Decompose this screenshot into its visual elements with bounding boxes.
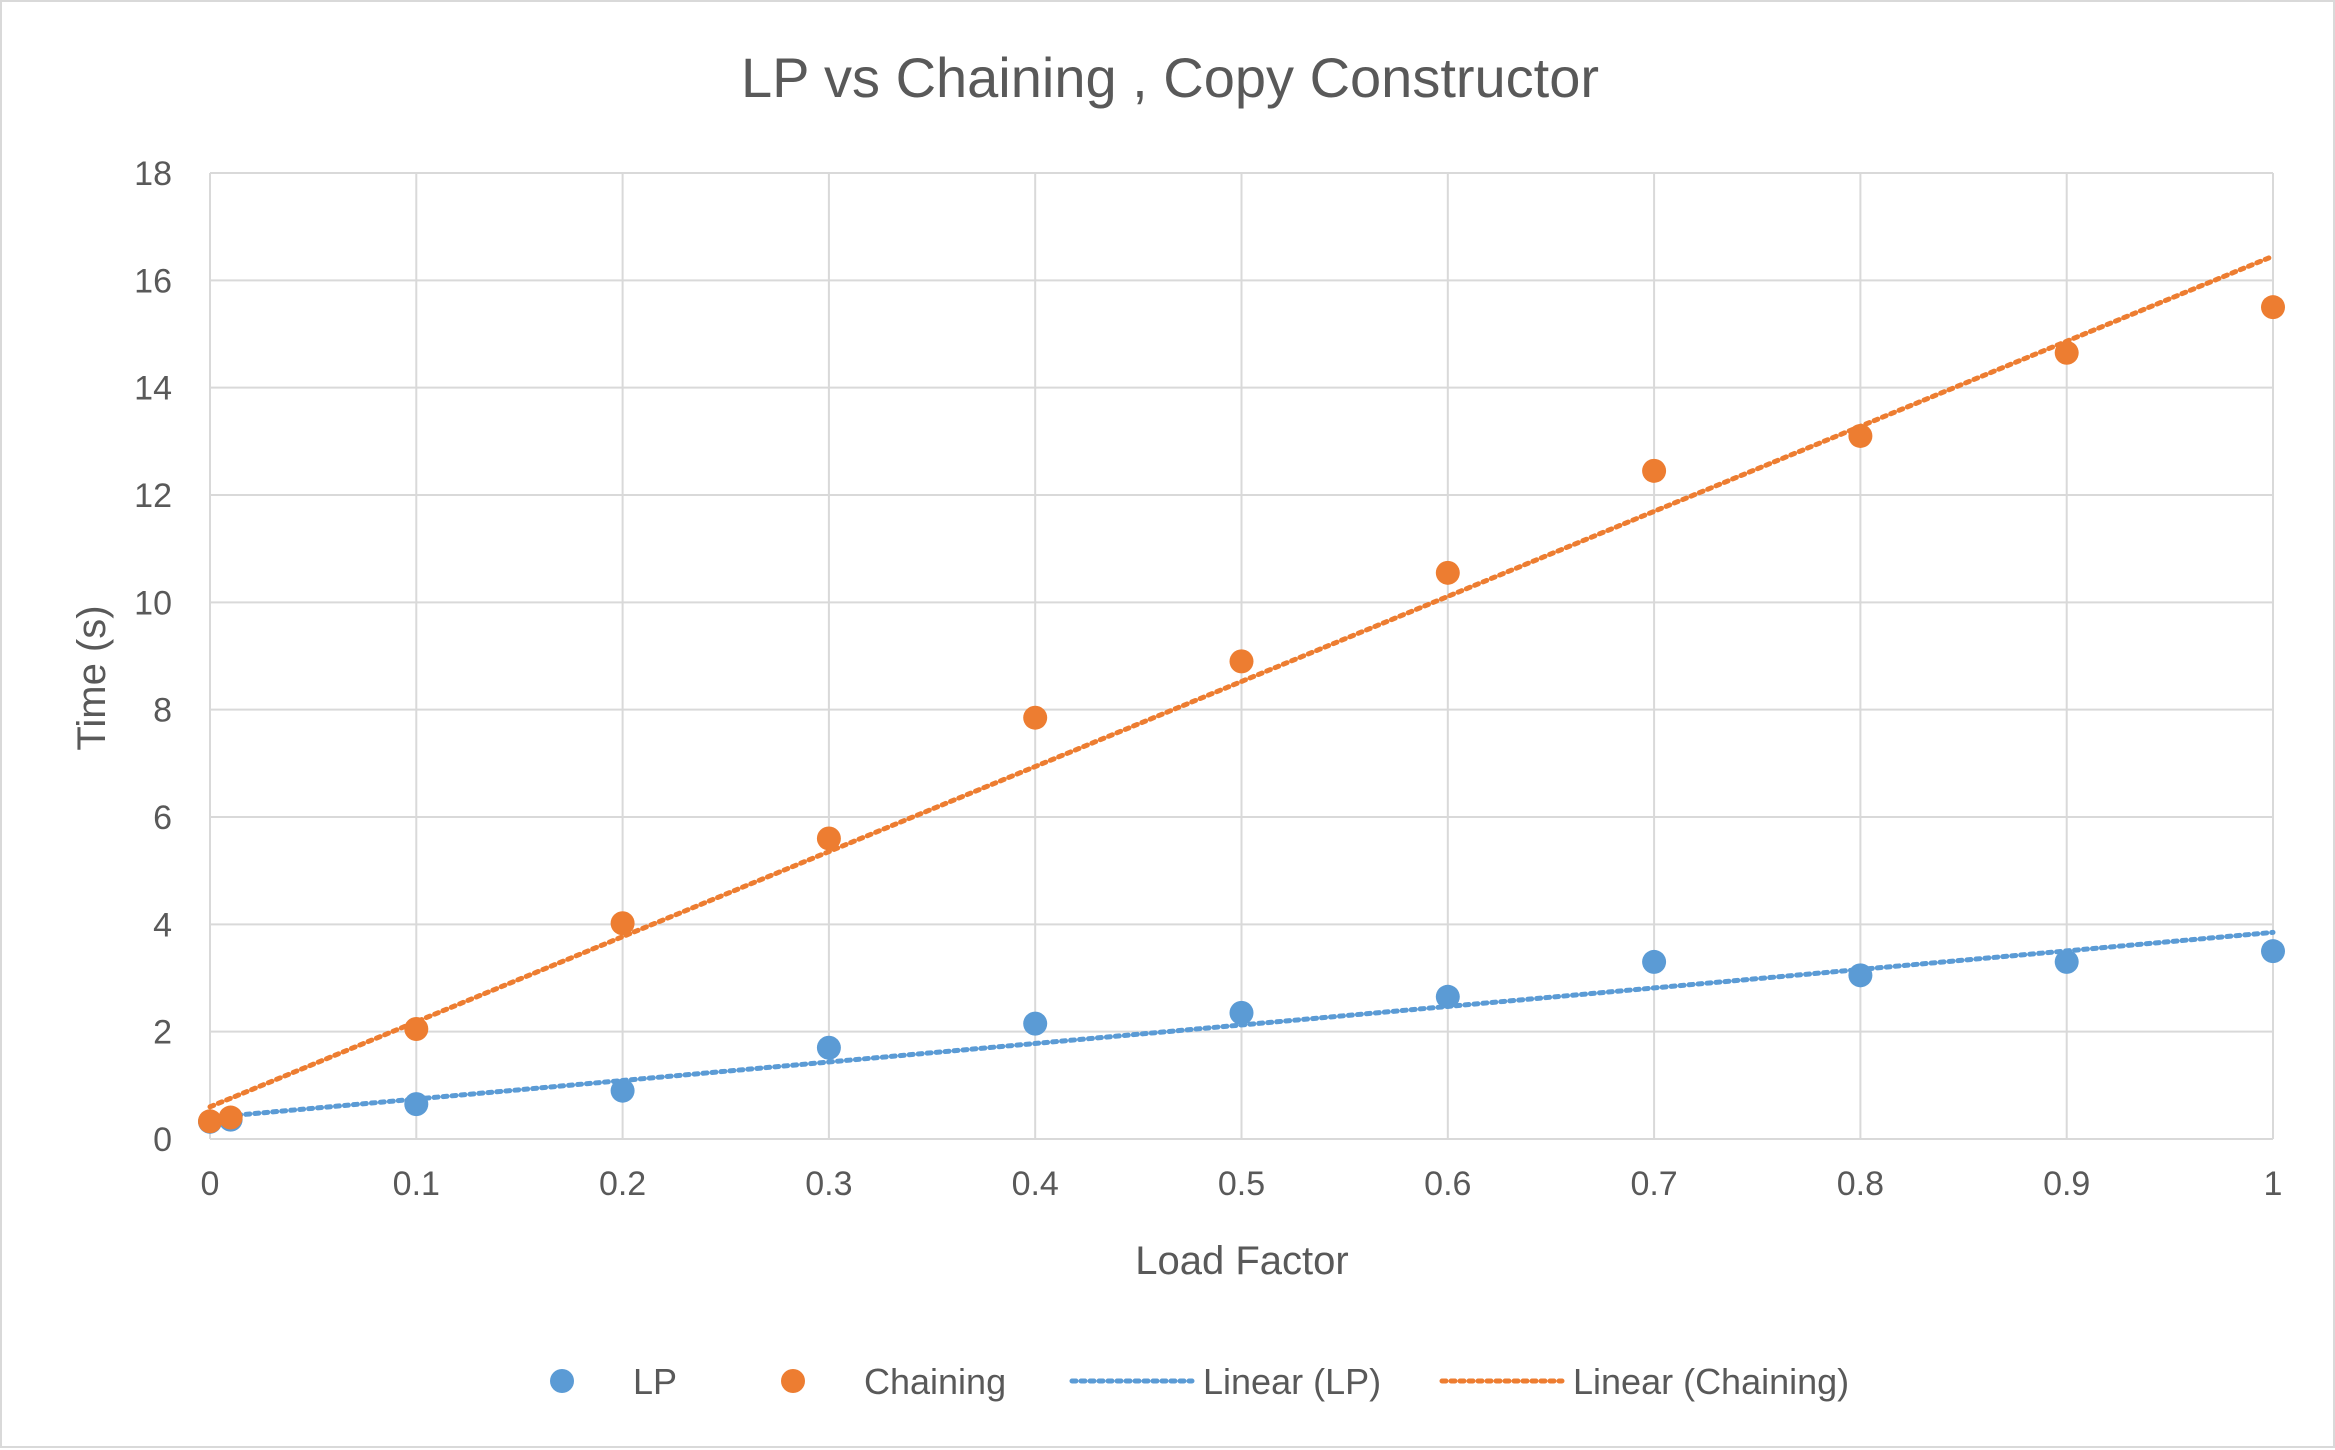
- lp-point: [1023, 1011, 1048, 1036]
- y-tick-label: 6: [153, 799, 172, 837]
- y-tick-label: 10: [134, 584, 172, 622]
- legend-linear-chaining-label: Linear (Chaining): [1573, 1361, 1849, 1402]
- y-tick-label: 14: [134, 370, 172, 408]
- y-tick-label: 18: [134, 155, 172, 193]
- y-tick-label: 12: [134, 477, 172, 515]
- legend: LP Chaining Linear (LP) Linear (Chaining): [550, 1361, 1849, 1402]
- gridlines: [209, 172, 2274, 1140]
- chaining-point: [1435, 560, 1460, 585]
- x-tick-label: 0.1: [393, 1165, 440, 1203]
- chaining-point: [1023, 705, 1048, 730]
- lp-point: [2261, 939, 2285, 964]
- lp-point: [816, 1035, 841, 1060]
- x-tick-label: 0.8: [1837, 1165, 1884, 1203]
- chaining-point: [2261, 295, 2285, 320]
- data-points: [198, 295, 2285, 1134]
- y-axis-title: Time (s): [70, 605, 114, 750]
- y-tick-label: 2: [153, 1014, 172, 1052]
- x-tick-label: 0.9: [2043, 1165, 2090, 1203]
- x-tick-label: 0: [201, 1165, 220, 1203]
- x-tick-label: 0.2: [599, 1165, 646, 1203]
- x-axis-title: Load Factor: [1135, 1239, 1348, 1283]
- chart-title: LP vs Chaining , Copy Constructor: [741, 46, 1599, 109]
- x-tick-label: 0.5: [1218, 1165, 1265, 1203]
- lp-point: [1229, 1000, 1254, 1025]
- chaining-point: [610, 911, 635, 936]
- chaining-point: [198, 1109, 222, 1134]
- chaining-point: [1229, 649, 1254, 674]
- x-axis-ticks: 0 0.1 0.2 0.3 0.4 0.5 0.6 0.7 0.8 0.9 1: [201, 1165, 2283, 1203]
- trendline-chaining: [207, 253, 2276, 1110]
- chaining-point: [1848, 423, 1873, 448]
- chaining-point: [816, 826, 841, 851]
- legend-chaining-label: Chaining: [864, 1361, 1006, 1402]
- chaining-point: [404, 1016, 429, 1041]
- chaining-point: [1642, 458, 1667, 483]
- y-tick-label: 8: [153, 692, 172, 730]
- x-tick-label: 0.4: [1012, 1165, 1059, 1203]
- legend-chaining-marker: [781, 1369, 805, 1393]
- legend-lp-marker: [550, 1369, 574, 1393]
- legend-linear-lp-label: Linear (LP): [1203, 1361, 1381, 1402]
- trendlines: [207, 253, 2276, 1121]
- x-tick-label: 0.3: [805, 1165, 852, 1203]
- chaining-point: [218, 1105, 243, 1130]
- x-tick-label: 1: [2264, 1165, 2283, 1203]
- lp-point: [610, 1078, 635, 1103]
- x-tick-label: 0.6: [1424, 1165, 1471, 1203]
- lp-point: [1848, 963, 1873, 988]
- x-tick-label: 0.7: [1630, 1165, 1677, 1203]
- lp-point: [404, 1092, 429, 1117]
- trendline-lp: [207, 929, 2276, 1121]
- legend-lp-label: LP: [633, 1361, 677, 1402]
- y-tick-label: 0: [153, 1121, 172, 1159]
- y-tick-label: 16: [134, 262, 172, 300]
- chaining-point: [2054, 340, 2079, 365]
- lp-point: [1435, 984, 1460, 1009]
- lp-point: [2054, 949, 2079, 974]
- y-axis-ticks: 0 2 4 6 8 10 12 14 16 18: [134, 155, 172, 1159]
- y-tick-label: 4: [153, 906, 172, 944]
- lp-point: [1642, 949, 1667, 974]
